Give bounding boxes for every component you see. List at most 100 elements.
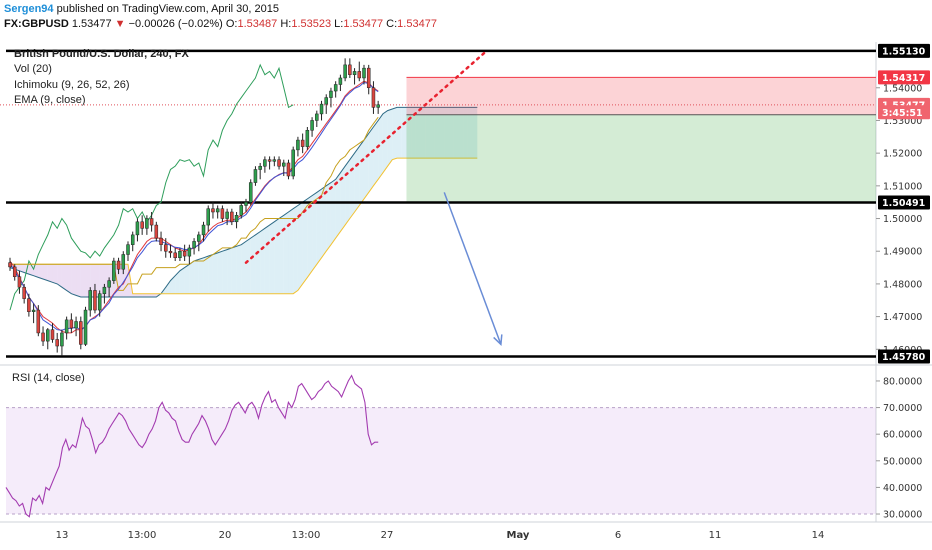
trendline-dotted[interactable] (244, 49, 488, 264)
candle-body[interactable] (319, 103, 324, 115)
candle-body[interactable] (12, 266, 17, 277)
candle-body[interactable] (149, 218, 154, 226)
author-link[interactable]: Sergen94 (4, 3, 54, 15)
candle-body[interactable] (282, 162, 286, 167)
candle-body[interactable] (263, 159, 267, 167)
candle-body[interactable] (126, 244, 130, 255)
candle-body[interactable] (197, 234, 201, 242)
legend-rsi[interactable]: RSI (14, close) (12, 372, 85, 384)
candle-body[interactable] (173, 252, 177, 259)
candle-body[interactable] (69, 319, 74, 329)
candle-body[interactable] (258, 165, 262, 170)
candle-body[interactable] (357, 71, 362, 79)
candle-body[interactable] (248, 182, 253, 203)
candle-body[interactable] (60, 332, 64, 347)
candle-body[interactable] (352, 71, 357, 75)
candle-body[interactable] (366, 67, 371, 89)
candle-body[interactable] (310, 120, 314, 131)
candle-body[interactable] (333, 84, 338, 92)
candle-body[interactable] (168, 250, 173, 254)
candle-body[interactable] (36, 309, 41, 334)
candle-body[interactable] (121, 254, 126, 270)
candle-body[interactable] (187, 247, 192, 257)
candle-body[interactable] (267, 159, 272, 162)
candle-body[interactable] (46, 329, 50, 342)
candle-body[interactable] (164, 244, 168, 252)
candle-body[interactable] (192, 241, 196, 249)
candle-body[interactable] (244, 201, 248, 206)
candle-body[interactable] (107, 280, 111, 288)
ichimoku-cloud-segment (326, 182, 331, 252)
candle-body[interactable] (154, 224, 159, 239)
candle-body[interactable] (296, 139, 300, 151)
candle-body[interactable] (22, 286, 26, 299)
candle-body[interactable] (291, 149, 295, 177)
candle-body[interactable] (17, 276, 22, 288)
ichimoku-cloud-segment (401, 107, 407, 159)
legend-volume[interactable]: Vol (20) (14, 63, 52, 75)
candle-body[interactable] (112, 260, 116, 281)
candle-body[interactable] (83, 309, 88, 345)
candle-body[interactable] (338, 77, 343, 85)
candle-body[interactable] (8, 262, 12, 268)
legend-ema[interactable]: EMA (9, close) (14, 94, 86, 106)
candle-body[interactable] (300, 139, 305, 147)
projection-arrow-line[interactable] (443, 192, 502, 345)
candle-body[interactable] (135, 221, 140, 236)
candle-body[interactable] (79, 321, 83, 345)
candle-body[interactable] (201, 224, 206, 236)
candle-body[interactable] (305, 130, 310, 147)
time-tick-label: 13 (56, 530, 69, 541)
candle-body[interactable] (343, 64, 347, 79)
candle-body[interactable] (64, 319, 69, 334)
candle-body[interactable] (277, 159, 281, 167)
candle-body[interactable] (225, 211, 229, 219)
time-tick-label: 13:00 (292, 530, 321, 541)
candle-body[interactable] (31, 309, 36, 312)
rsi-tick-label: 30.0000 (883, 510, 922, 521)
candle-body[interactable] (27, 298, 31, 312)
candle-body[interactable] (329, 90, 333, 98)
candle-body[interactable] (215, 208, 220, 213)
candle-body[interactable] (102, 286, 107, 294)
candle-body[interactable] (362, 67, 366, 79)
candle-body[interactable] (315, 113, 319, 121)
candle-body[interactable] (93, 290, 97, 311)
candle-body[interactable] (140, 221, 144, 229)
legend-ichimoku[interactable]: Ichimoku (9, 26, 52, 26) (14, 79, 130, 91)
candle-body[interactable] (239, 205, 244, 216)
candle-body[interactable] (178, 250, 182, 259)
candle-body[interactable] (286, 162, 291, 177)
ichimoku-cloud-segment (142, 293, 147, 297)
rsi-pane[interactable] (0, 365, 876, 522)
candle-body[interactable] (253, 169, 258, 183)
candle-body[interactable] (376, 104, 380, 108)
candle-body[interactable] (74, 321, 78, 329)
candle-body[interactable] (182, 250, 187, 257)
candle-body[interactable] (130, 234, 135, 245)
ichimoku-cloud-segment (302, 198, 308, 284)
candle-body[interactable] (272, 159, 277, 162)
candle-body[interactable] (55, 339, 59, 347)
take-profit-zone[interactable] (406, 114, 876, 203)
symbol-name[interactable]: FX:GBPUSD (4, 18, 69, 30)
candle-body[interactable] (230, 211, 234, 223)
candle-body[interactable] (41, 332, 45, 342)
candle-body[interactable] (50, 329, 55, 340)
candle-body[interactable] (211, 208, 215, 213)
candle-body[interactable] (234, 215, 239, 223)
price-label-text: 1.45780 (882, 352, 926, 363)
candle-body[interactable] (324, 97, 328, 105)
candle-body[interactable] (206, 208, 210, 226)
candle-body[interactable] (116, 260, 121, 270)
candle-body[interactable] (348, 64, 352, 75)
candle-body[interactable] (371, 87, 376, 108)
candle-body[interactable] (220, 208, 225, 219)
candle-body[interactable] (145, 218, 149, 229)
stop-loss-zone[interactable] (406, 77, 876, 115)
candle-body[interactable] (159, 237, 163, 245)
candle-body[interactable] (88, 290, 92, 311)
ichimoku-cloud-segment (330, 179, 336, 245)
candle-body[interactable] (97, 293, 102, 311)
